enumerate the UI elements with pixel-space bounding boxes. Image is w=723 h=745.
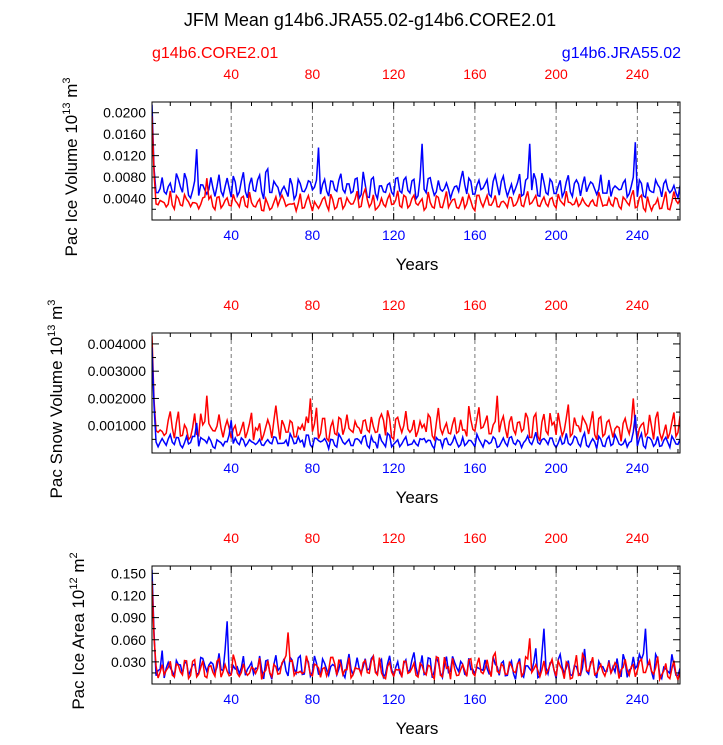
chart-panel-1: 40 40 80 80 120 120 160 160 200 200 240 240 0.0040 0.… (61, 66, 681, 274)
x-tick-label-top: 200 (544, 66, 568, 82)
y-tick-label: 0.090 (111, 610, 146, 626)
x-tick-label-top: 200 (544, 530, 568, 546)
y-tick-label: 0.0200 (103, 105, 146, 121)
plot-frame (151, 101, 681, 221)
x-tick-label-bottom: 160 (463, 227, 487, 243)
y-tick-label: 0.060 (111, 632, 146, 648)
y-tick-label: 0.030 (111, 654, 146, 670)
x-axis-label: Years (396, 719, 439, 738)
x-tick-label-top: 240 (626, 530, 650, 546)
chart-panel-3: 40 40 80 80 120 120 160 160 200 200 240 240 0.030 0.0… (68, 530, 681, 738)
x-tick-label-bottom: 200 (544, 227, 568, 243)
figure-title: JFM Mean g14b6.JRA55.02-g14b6.CORE2.01 (184, 10, 556, 30)
x-tick-label-bottom: 200 (544, 460, 568, 476)
x-tick-label-bottom: 120 (382, 691, 406, 707)
x-tick-label-bottom: 40 (223, 460, 239, 476)
x-tick-label-top: 120 (382, 530, 406, 546)
y-tick-label: 0.150 (111, 565, 146, 581)
series-line-g14b6-CORE2-01 (152, 116, 680, 214)
y-tick-label: 0.003000 (88, 363, 147, 379)
x-tick-label-bottom: 40 (223, 691, 239, 707)
x-tick-label-bottom: 120 (382, 227, 406, 243)
x-tick-label-bottom: 80 (305, 460, 321, 476)
x-axis-label: Years (396, 488, 439, 507)
series-line-g14b6-CORE2-01 (152, 581, 680, 683)
y-tick-label: 0.0080 (103, 169, 146, 185)
x-tick-label-bottom: 80 (305, 691, 321, 707)
x-tick-label-top: 160 (463, 66, 487, 82)
y-axis-label: Pac Snow Volume 1013 m3 (46, 300, 66, 499)
y-tick-label: 0.120 (111, 588, 146, 604)
x-tick-label-top: 40 (223, 530, 239, 546)
x-tick-label-top: 40 (223, 66, 239, 82)
x-tick-label-bottom: 160 (463, 691, 487, 707)
x-tick-label-bottom: 80 (305, 227, 321, 243)
y-axis-label: Pac Ice Area 1012 m2 (68, 552, 88, 709)
y-tick-label: 0.0160 (103, 126, 146, 142)
legend-jra-label: g14b6.JRA55.02 (562, 45, 681, 62)
x-tick-label-bottom: 40 (223, 227, 239, 243)
x-tick-label-bottom: 240 (626, 227, 650, 243)
y-tick-label: 0.0120 (103, 148, 146, 164)
x-tick-label-bottom: 160 (463, 460, 487, 476)
chart-panels: 40 40 80 80 120 120 160 160 200 200 240 240 0.0040 0.… (46, 66, 681, 738)
x-tick-label-bottom: 240 (626, 691, 650, 707)
series-line-g14b6-CORE2-01 (152, 335, 680, 443)
plot-frame (151, 565, 681, 685)
y-tick-label: 0.0040 (103, 191, 146, 207)
y-axis-label: Pac Ice Volume 1013 m3 (61, 77, 81, 256)
y-tick-label: 0.004000 (88, 336, 147, 352)
series-line-g14b6-JRA55-02 (152, 104, 680, 202)
chart-panel-2: 40 40 80 80 120 120 160 160 200 200 240 240 0.001000… (46, 297, 681, 507)
x-axis-label: Years (396, 255, 439, 274)
x-tick-label-bottom: 240 (626, 460, 650, 476)
x-tick-label-bottom: 200 (544, 691, 568, 707)
x-tick-label-top: 160 (463, 297, 487, 313)
x-tick-label-top: 80 (305, 297, 321, 313)
x-tick-label-top: 200 (544, 297, 568, 313)
x-tick-label-top: 240 (626, 297, 650, 313)
x-tick-label-top: 120 (382, 66, 406, 82)
legend-core-label: g14b6.CORE2.01 (152, 45, 278, 62)
y-tick-label: 0.002000 (88, 390, 147, 406)
x-tick-label-top: 160 (463, 530, 487, 546)
x-tick-label-top: 80 (305, 66, 321, 82)
plot-frame (151, 332, 681, 454)
x-tick-label-top: 120 (382, 297, 406, 313)
x-tick-label-top: 240 (626, 66, 650, 82)
y-tick-label: 0.001000 (88, 418, 147, 434)
x-tick-label-top: 80 (305, 530, 321, 546)
series-line-g14b6-JRA55-02 (152, 347, 680, 452)
x-tick-label-top: 40 (223, 297, 239, 313)
x-tick-label-bottom: 120 (382, 460, 406, 476)
